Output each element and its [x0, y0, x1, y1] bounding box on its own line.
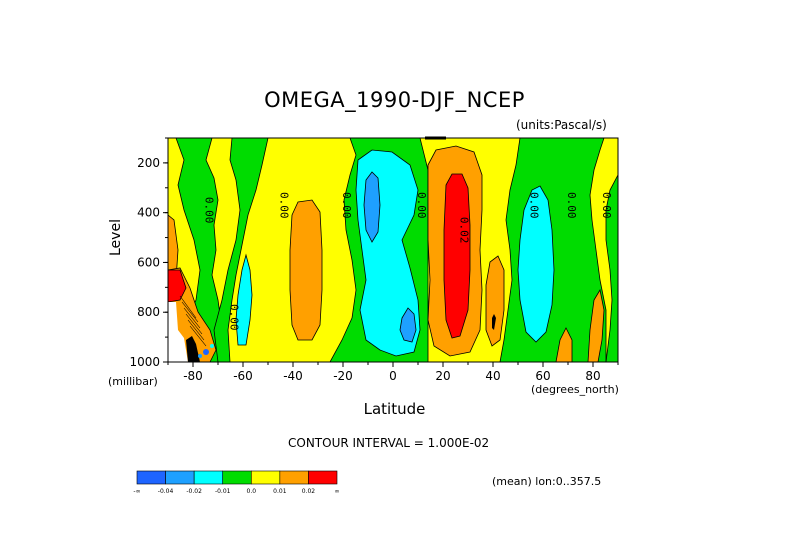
blue-region-lower	[399, 307, 417, 343]
x-tick-label: -40	[283, 369, 303, 383]
contour-label: 0.00	[600, 192, 613, 219]
chart-title: OMEGA_1990-DJF_NCEP	[264, 88, 525, 112]
colorbar-swatch	[250, 470, 281, 485]
colorbar-tick-label: -0.04	[157, 488, 174, 495]
colorbar-tick-label: 0.02	[301, 488, 316, 495]
colorbar-swatch	[193, 470, 224, 485]
contour-label: 0.00	[340, 192, 353, 219]
green-region-midsouth	[213, 138, 269, 362]
contour-label: 0.02	[458, 217, 471, 244]
green-region-south	[175, 138, 227, 362]
green-region-polar	[605, 174, 618, 362]
contour-label: 0.00	[203, 197, 216, 224]
topography-mask	[168, 302, 188, 362]
y-tick-label: 400	[137, 206, 160, 220]
x-tick-label: -20	[333, 369, 353, 383]
orange-region-south	[289, 199, 323, 341]
y-tick-label: 600	[137, 255, 160, 269]
y-axis-units: (millibar)	[108, 375, 158, 388]
red-region-antarctic	[168, 269, 187, 303]
cyan-region-north	[517, 185, 555, 343]
x-tick-label: 0	[389, 369, 397, 383]
colorbar-tick-label: 0.01	[273, 488, 287, 495]
x-tick-label: -60	[233, 369, 253, 383]
x-axis: -80 -60 -40 -20 0 20 40 60 80	[167, 362, 619, 383]
x-axis-label: Latitude	[363, 400, 426, 418]
dense-contour-lines	[179, 295, 207, 347]
contour-label: 0.00	[415, 192, 428, 219]
y-axis: 200 400 600 800 1000	[129, 137, 168, 369]
blue-spots	[198, 344, 214, 358]
colorbar-swatch	[136, 470, 166, 485]
y-axis-label: Level	[108, 219, 124, 256]
orange-region-polar-low	[555, 327, 573, 362]
plot-area	[168, 138, 618, 362]
y-tick-label: 1000	[129, 355, 160, 369]
y-tick-label: 800	[137, 305, 160, 319]
colorbar-swatch	[222, 470, 252, 485]
x-tick-label: 40	[485, 369, 500, 383]
y-tick-label: 200	[137, 156, 160, 170]
colorbar-tick-label: -0.01	[214, 488, 231, 495]
contour-labels: 0.00 0.00 0.00 0.00 0.00 0.00 0.00 0.02 0.00	[203, 192, 614, 331]
colorbar-swatch	[165, 470, 195, 485]
contour-label: 0.00	[565, 192, 578, 219]
units-label: (units:Pascal/s)	[516, 118, 607, 132]
colorbar-tick-label: -0.02	[186, 488, 202, 495]
colorbar-tick-label: -∞	[133, 488, 141, 495]
contour-label: 0.00	[228, 304, 241, 331]
mean-longitude-note: (mean) lon:0..357.5	[492, 475, 602, 488]
orange-region-subtropic	[485, 255, 505, 347]
contour-label: 0.00	[528, 192, 541, 219]
x-tick-label: 80	[585, 369, 600, 383]
colorbar-tick-label: ∞	[334, 488, 340, 495]
cyan-region-south	[235, 253, 253, 346]
x-axis-units: (degrees_north)	[531, 383, 619, 396]
orange-region-polar-high	[587, 288, 605, 362]
colorbar-swatch	[279, 470, 309, 485]
dark-core-subtropic	[492, 314, 496, 330]
x-tick-label: -80	[183, 369, 203, 383]
colorbar	[136, 470, 338, 485]
contour-label: 0.00	[278, 192, 291, 219]
contour-interval-label: CONTOUR INTERVAL = 1.000E-02	[288, 436, 490, 450]
colorbar-swatch	[308, 470, 338, 485]
topography-edge	[186, 336, 200, 362]
colorbar-tick-label: 0.0	[246, 488, 257, 495]
x-tick-label: 60	[535, 369, 550, 383]
blue-region-upper	[363, 171, 381, 243]
red-region-tropics	[443, 173, 471, 339]
x-tick-label: 20	[435, 369, 450, 383]
